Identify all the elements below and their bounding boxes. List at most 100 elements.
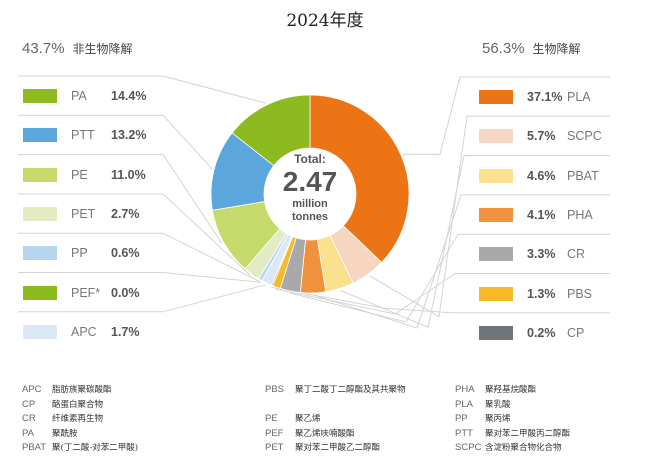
legend-item-cp: 0.2% CP (479, 325, 584, 341)
non-bio-label: 非生物降解 (72, 42, 133, 56)
legend-item-pe: PE 11.0% (23, 167, 146, 183)
glossary-entry: PLA 聚乳酸 (455, 398, 573, 413)
glossary-entry: PHA 聚羟基烷酸酯 (455, 383, 573, 398)
glossary-name: 聚酰胺 (52, 428, 78, 439)
legend-swatch (479, 247, 513, 262)
glossary-abbr: PE (265, 413, 278, 424)
legend-item-pa: PA 14.4% (23, 88, 146, 104)
glossary-name: 酪蛋白聚合物 (52, 399, 104, 410)
glossary-entry: PEF 聚乙烯呋喃酸酯 (265, 427, 408, 442)
glossary-column: APC 脂肪族聚碳酸酯 CP 酪蛋白聚合物 CR 纤维素再生物 PA 聚酰胺 PBAT 聚… (22, 383, 141, 456)
chart-title: 2024年度 (286, 11, 364, 31)
legend-swatch (23, 89, 57, 103)
legend-value: 0.0% (111, 285, 140, 300)
glossary-abbr: PA (22, 427, 34, 439)
glossary-name: 聚(丁二酸-对苯二甲酸) (52, 443, 139, 453)
legend-value: 37.1% (527, 90, 563, 104)
glossary-abbr: PET (265, 442, 284, 453)
glossary-abbr: PHA (455, 384, 475, 395)
glossary-entry: APC 脂肪族聚碳酸酯 (22, 383, 141, 398)
legend-name: PE (71, 167, 88, 182)
legend-value: 14.4% (111, 89, 147, 103)
glossary-abbr: PTT (455, 427, 473, 439)
glossary-entry: PA 聚酰胺 (22, 427, 141, 442)
non-biodegradable-summary: 43.7% 非生物降解 (22, 40, 133, 57)
glossary-abbr: PLA (455, 398, 473, 410)
leader-line (18, 284, 266, 313)
legend-name: PA (71, 89, 87, 103)
glossary-entry: PET 聚对苯二甲酸乙二醇酯 (265, 441, 408, 456)
total-label: Total: (294, 152, 326, 166)
glossary-name: 纤维素再生物 (52, 414, 104, 424)
legend-item-cr: 3.3% CR (479, 246, 585, 262)
legend-swatch (479, 90, 513, 104)
glossary-entry: PP 聚丙烯 (455, 412, 573, 427)
legend-name: PP (71, 246, 88, 261)
glossary-entry (265, 398, 408, 413)
leader-line (18, 75, 266, 104)
glossary-entry: PTT 聚对苯二甲酸丙二醇酯 (455, 427, 573, 442)
total-unit-1: million (292, 198, 328, 210)
glossary-name: 聚对苯二甲酸乙二醇酯 (295, 443, 381, 453)
legend-swatch (23, 167, 57, 182)
legend-value: 13.2% (111, 128, 147, 143)
legend-swatch (479, 129, 513, 144)
legend-value: 2.7% (111, 206, 140, 221)
legend-swatch (479, 207, 513, 222)
leader-line (18, 193, 251, 277)
glossary-entry: PBAT 聚(丁二酸-对苯二甲酸) (22, 441, 141, 456)
legend-name: PBAT (567, 168, 599, 183)
glossary-abbr: SCPC (455, 442, 482, 453)
legend-name: PBS (567, 286, 593, 301)
leader-line (275, 273, 610, 315)
legend-item-pp: PP 0.6% (23, 245, 140, 261)
glossary-abbr: PBS (265, 384, 285, 395)
legend-name: CR (567, 247, 586, 262)
glossary-name: 脂肪族聚碳酸酯 (52, 385, 112, 395)
legend-name: PEF* (71, 285, 101, 300)
legend-value: 3.3% (527, 247, 556, 262)
glossary-entry: CP 酪蛋白聚合物 (22, 398, 141, 413)
legend-name: PET (71, 206, 96, 221)
legend-value: 5.7% (527, 129, 556, 144)
glossary-column: PHA 聚羟基烷酸酯 PLA 聚乳酸 PP 聚丙烯 PTT 聚对苯二甲酸丙二醇酯 SCP… (455, 383, 573, 456)
glossary-entry: PE 聚乙烯 (265, 412, 408, 427)
legend-name: APC (71, 324, 97, 339)
legend-name: CP (567, 325, 585, 340)
donut-hole (264, 148, 356, 240)
glossary-abbr: CR (22, 413, 36, 424)
legend-swatch (23, 128, 57, 143)
glossary-name: 聚乙烯 (295, 414, 321, 424)
bio-label: 生物降解 (532, 42, 581, 56)
legend-item-pef: PEF* 0.0% (23, 285, 140, 301)
total-unit-2: tonnes (291, 211, 329, 223)
glossary-abbr: PP (455, 413, 468, 424)
legend-item-pbs: 1.3% PBS (479, 286, 592, 302)
glossary-name: 聚羟基烷酸酯 (485, 385, 537, 395)
total-value: 2.47 (282, 166, 338, 197)
glossary-name: 聚丙烯 (485, 414, 511, 424)
leader-line (18, 114, 213, 170)
legend-value: 1.7% (111, 324, 140, 339)
legend-swatch (23, 246, 57, 261)
legend-item-pha: 4.1% PHA (479, 207, 593, 223)
legend-item-scpc: 5.7% SCPC (479, 128, 602, 144)
biodegradable-summary: 56.3% 生物降解 (482, 40, 581, 57)
glossary-name: 聚乳酸 (485, 399, 511, 410)
legend-name: PHA (567, 207, 593, 222)
glossary-name: 聚丁二酸丁二醇酯及其共聚物 (295, 385, 406, 395)
leader-line (18, 232, 260, 282)
donut-center-total: Total: 2.47 million tonnes (260, 152, 360, 224)
legend-item-pet: PET 2.7% (23, 206, 140, 222)
non-bio-pct: 43.7% (22, 40, 65, 57)
legend-item-pla: 37.1% PLA (479, 89, 591, 105)
legend-swatch (23, 285, 57, 300)
glossary-column: PBS 聚丁二酸丁二醇酯及其共聚物 PE 聚乙烯 PEF 聚乙烯呋喃酸酯 PET 聚对苯… (265, 383, 408, 456)
glossary-entry: SCPC 含淀粉聚合物化合物 (455, 441, 573, 456)
legend-name: SCPC (567, 129, 602, 144)
legend-name: PLA (567, 90, 591, 104)
legend-value: 11.0% (111, 167, 146, 182)
glossary-name: 含淀粉聚合物化合物 (485, 443, 562, 453)
legend-swatch (479, 286, 513, 301)
